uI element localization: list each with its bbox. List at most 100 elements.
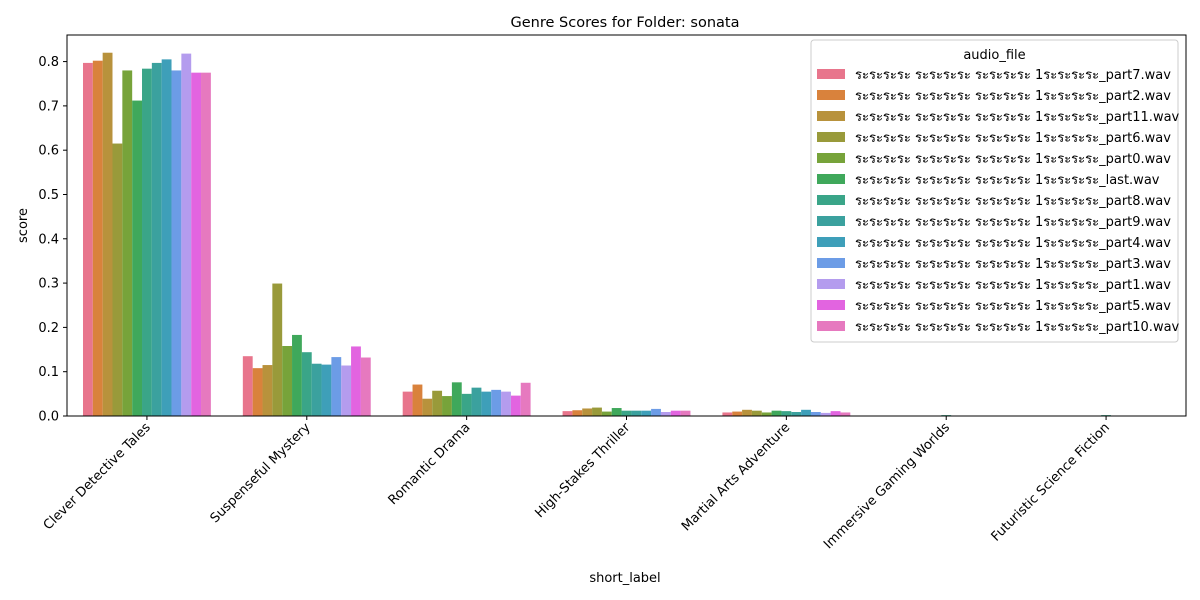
- bar-2-2: [422, 398, 433, 416]
- bar-1-10: [341, 365, 352, 416]
- legend-entry: ระระระระ ระระระระ ระระระระ 1ระระระระ_par…: [855, 278, 1171, 293]
- legend-entry: ระระระระ ระระระระ ระระระระ 1ระระระระ_par…: [855, 236, 1171, 251]
- bar-2-7: [471, 387, 482, 416]
- x-tick-label: Clever Detective Tales: [41, 420, 154, 533]
- x-axis-label: short_label: [589, 571, 660, 586]
- bar-1-0: [242, 356, 253, 416]
- legend-swatch: [817, 195, 845, 205]
- x-axis: Clever Detective Tales Suspenseful Myster…: [41, 416, 1113, 552]
- bar-3-4: [601, 411, 612, 416]
- legend-entry: ระระระระ ระระระระ ระระระระ 1ระระระระ_par…: [855, 131, 1171, 146]
- legend-entry: ระระระระ ระระระระ ระระระระ 1ระระระระ_par…: [855, 110, 1180, 125]
- bar-0-5: [132, 100, 143, 416]
- bar-2-9: [491, 389, 502, 416]
- legend-entry: ระระระระ ระระระระ ระระระระ 1ระระระระ_par…: [855, 152, 1171, 167]
- bar-3-2: [582, 408, 593, 416]
- bar-4-0: [722, 412, 733, 416]
- bar-3-11: [670, 410, 681, 416]
- bar-4-6: [781, 411, 792, 416]
- bar-0-4: [122, 70, 133, 416]
- x-tick-label: High-Stakes Thriller: [533, 420, 634, 521]
- bar-4-1: [732, 411, 743, 416]
- legend-swatch: [817, 279, 845, 289]
- bar-3-3: [592, 407, 602, 416]
- bar-2-6: [461, 393, 472, 416]
- bar-1-1: [252, 368, 263, 416]
- bar-0-9: [171, 70, 182, 416]
- bar-1-5: [292, 334, 302, 416]
- bar-2-1: [412, 384, 423, 416]
- bar-1-7: [311, 363, 322, 416]
- bar-4-5: [771, 410, 782, 416]
- chart-title: Genre Scores for Folder: sonata: [511, 15, 740, 31]
- legend-entry: ระระระระ ระระระระ ระระระระ 1ระระระระ_par…: [855, 89, 1171, 104]
- bar-0-0: [82, 62, 93, 416]
- bar-2-0: [402, 391, 413, 416]
- bar-1-9: [331, 357, 342, 416]
- legend-swatch: [817, 300, 845, 310]
- bar-0-7: [151, 62, 162, 416]
- legend-entry: ระระระระ ระระระระ ระระระระ 1ระระระระ_par…: [855, 68, 1171, 83]
- bar-2-5: [451, 382, 462, 416]
- bar-3-9: [651, 408, 661, 416]
- legend: audio_file ระระระระ ระระระระ ระระระระ 1ระ…: [810, 39, 1180, 343]
- legend-swatch: [817, 237, 845, 247]
- y-tick-label: 0.4: [38, 232, 59, 247]
- y-tick-label: 0.7: [38, 99, 59, 114]
- bar-4-2: [742, 409, 752, 416]
- legend-swatch: [817, 153, 845, 163]
- x-tick-label: Suspenseful Mystery: [208, 420, 314, 526]
- bar-0-3: [112, 143, 123, 417]
- bar-0-6: [142, 68, 152, 417]
- bar-2-8: [481, 391, 492, 416]
- legend-entry: ระระระระ ระระระระ ระระระระ 1ระระระระ_par…: [855, 194, 1171, 209]
- y-tick-label: 0.2: [38, 321, 59, 336]
- legend-swatch: [817, 216, 845, 226]
- bar-2-4: [442, 396, 452, 416]
- bar-3-1: [572, 410, 583, 416]
- legend-entry: ระระระระ ระระระระ ระระระระ 1ระระระระ_las…: [855, 173, 1160, 188]
- bar-3-0: [562, 411, 573, 416]
- bar-3-10: [660, 412, 671, 416]
- bar-4-4: [761, 412, 772, 416]
- legend-box: [810, 39, 1179, 343]
- legend-entry: ระระระระ ระระระระ ระระระระ 1ระระระระ_par…: [855, 257, 1171, 272]
- bar-3-8: [641, 410, 652, 416]
- bar-4-7: [791, 412, 802, 416]
- bar-4-9: [810, 412, 821, 416]
- bar-2-3: [432, 390, 443, 416]
- bar-1-12: [360, 357, 371, 416]
- bar-2-11: [510, 395, 521, 416]
- legend-swatch: [817, 321, 845, 331]
- y-axis: 0.0 0.1 0.2 0.3 0.4 0.5 0.6 0.7 0.8: [38, 55, 67, 425]
- legend-title: audio_file: [963, 48, 1025, 63]
- bar-1-11: [351, 346, 361, 416]
- legend-swatch: [817, 258, 845, 268]
- legend-swatch: [817, 132, 845, 142]
- bar-3-7: [631, 410, 642, 416]
- y-tick-label: 0.6: [38, 144, 59, 159]
- bar-4-8: [801, 409, 811, 416]
- bar-3-5: [611, 408, 622, 416]
- legend-swatch: [817, 69, 845, 79]
- x-tick-label: Futuristic Science Fiction: [989, 420, 1113, 544]
- legend-entry: ระระระระ ระระระระ ระระระระ 1ระระระระ_par…: [855, 299, 1171, 314]
- bar-0-1: [92, 60, 103, 416]
- bar-1-8: [321, 364, 332, 416]
- legend-entry: ระระระระ ระระระระ ระระระระ 1ระระระระ_par…: [855, 320, 1180, 335]
- bar-4-11: [830, 411, 841, 416]
- y-tick-label: 0.0: [38, 410, 59, 425]
- legend-swatch: [817, 90, 845, 100]
- bar-1-6: [301, 352, 312, 416]
- x-tick-label: Immersive Gaming Worlds: [821, 420, 953, 552]
- x-tick-label: Martial Arts Adventure: [679, 420, 793, 534]
- legend-entry: ระระระระ ระระระระ ระระระระ 1ระระระระ_par…: [855, 215, 1171, 230]
- bar-4-3: [751, 410, 762, 416]
- legend-swatch: [817, 174, 845, 184]
- y-tick-label: 0.5: [38, 188, 59, 203]
- legend-swatch: [817, 111, 845, 121]
- bar-3-12: [680, 410, 691, 416]
- bar-4-12: [840, 412, 851, 416]
- bar-0-11: [191, 72, 202, 416]
- bars-layer: [82, 52, 1111, 417]
